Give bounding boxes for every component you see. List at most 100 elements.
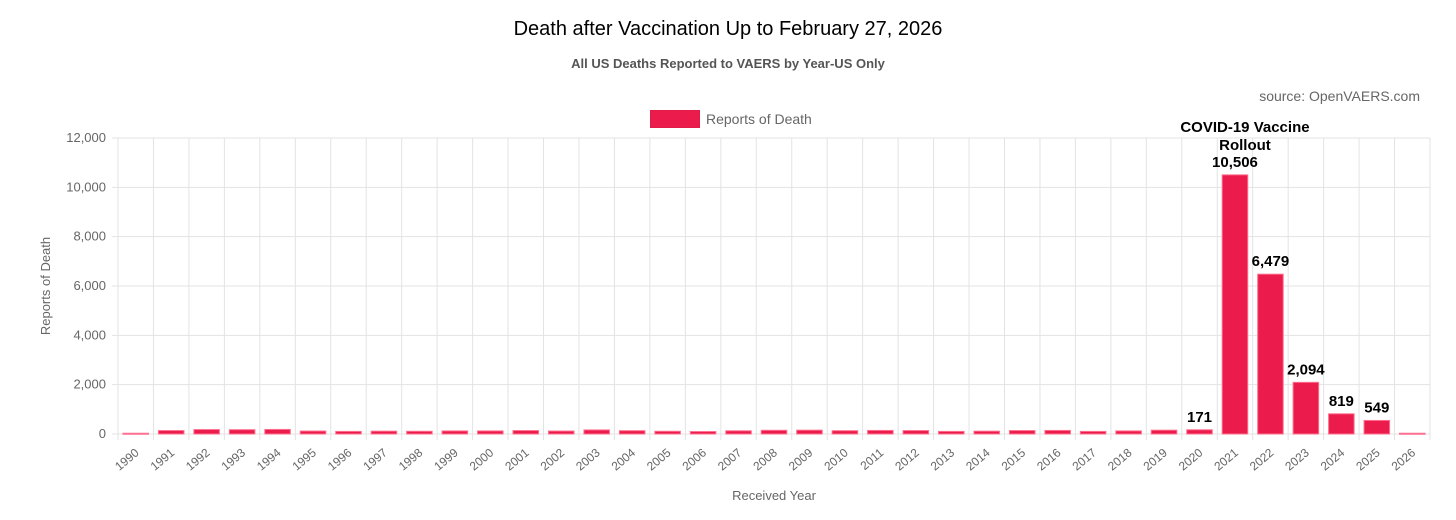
bar-1996[interactable] xyxy=(335,430,362,435)
x-tick-label: 1991 xyxy=(148,445,178,473)
y-tick-label: 2,000 xyxy=(73,377,106,392)
bar-2003[interactable] xyxy=(583,429,610,435)
bar-2020[interactable] xyxy=(1186,429,1213,435)
x-tick-label: 2017 xyxy=(1070,445,1100,473)
x-tick-label: 2022 xyxy=(1247,445,1277,473)
bar-1990[interactable] xyxy=(122,432,149,435)
bar-2013[interactable] xyxy=(938,430,965,435)
x-tick-label: 2001 xyxy=(502,445,532,473)
bar-1998[interactable] xyxy=(406,430,433,435)
bar-2018[interactable] xyxy=(1115,430,1142,435)
x-tick-label: 2025 xyxy=(1353,445,1383,473)
x-tick-label: 2023 xyxy=(1282,445,1312,473)
bar-2001[interactable] xyxy=(512,430,540,435)
bar-2009[interactable] xyxy=(796,429,823,435)
x-tick-label: 2012 xyxy=(892,445,922,473)
x-tick-label: 2006 xyxy=(680,445,710,473)
x-tick-label: 2015 xyxy=(999,445,1029,473)
x-tick-label: 2002 xyxy=(538,445,568,473)
x-tick-label: 2009 xyxy=(786,445,816,473)
x-tick-label: 2011 xyxy=(858,445,887,473)
x-tick-label: 2007 xyxy=(715,445,745,473)
source-credit: source: OpenVAERS.com xyxy=(1259,88,1420,104)
bar-2006[interactable] xyxy=(689,431,717,435)
x-tick-label: 2024 xyxy=(1318,445,1348,473)
bar-2024[interactable] xyxy=(1328,413,1355,435)
chart-subtitle: All US Deaths Reported to VAERS by Year-… xyxy=(571,56,885,71)
x-tick-label: 1994 xyxy=(254,445,284,473)
legend-swatch xyxy=(650,110,700,128)
data-label-2020: 171 xyxy=(1187,409,1212,426)
bar-1991[interactable] xyxy=(157,430,185,435)
x-tick-label: 2021 xyxy=(1211,445,1241,473)
bar-2005[interactable] xyxy=(654,430,681,435)
bar-2016[interactable] xyxy=(1044,429,1071,435)
y-tick-label: 4,000 xyxy=(73,327,106,342)
x-tick-label: 2016 xyxy=(1034,445,1064,473)
bar-1992[interactable] xyxy=(193,429,220,435)
bar-2015[interactable] xyxy=(1008,430,1036,435)
data-label-2025: 549 xyxy=(1364,399,1389,416)
bar-2023[interactable] xyxy=(1292,381,1320,435)
x-tick-label: 1995 xyxy=(290,445,320,473)
bar-2002[interactable] xyxy=(547,430,575,435)
x-tick-label: 1998 xyxy=(396,445,426,473)
bar-2007[interactable] xyxy=(725,430,752,435)
x-tick-label: 1997 xyxy=(360,445,390,473)
x-tick-label: 2004 xyxy=(609,445,639,473)
annotation-line: COVID-19 Vaccine xyxy=(1180,119,1309,136)
x-tick-label: 2005 xyxy=(644,445,674,473)
bar-1994[interactable] xyxy=(264,428,291,435)
chart-title: Death after Vaccination Up to February 2… xyxy=(513,18,943,40)
legend-label: Reports of Death xyxy=(706,111,812,127)
x-axis-ticks: 1990 1991 1992 1993 1994 1995 1996 1997 1998 1999… xyxy=(112,445,1418,473)
bar-1997[interactable] xyxy=(370,430,398,435)
x-axis-title: Received Year xyxy=(732,488,817,503)
y-axis-title: Reports of Death xyxy=(38,237,53,335)
x-tick-label: 2018 xyxy=(1105,445,1135,473)
data-label-2021: 10,506 xyxy=(1212,154,1258,171)
x-tick-label: 1992 xyxy=(183,445,213,473)
x-tick-label: 1990 xyxy=(112,445,142,473)
bar-2010[interactable] xyxy=(831,430,859,435)
x-tick-label: 1996 xyxy=(325,445,355,473)
annotation-line: Rollout xyxy=(1219,137,1271,154)
bar-2019[interactable] xyxy=(1150,429,1178,435)
x-tick-label: 1993 xyxy=(219,445,249,473)
y-tick-label: 12,000 xyxy=(66,130,106,145)
bar-2011[interactable] xyxy=(867,429,894,435)
bar-2014[interactable] xyxy=(973,430,1001,435)
x-tick-label: 2008 xyxy=(750,445,780,473)
bar-1999[interactable] xyxy=(441,430,469,435)
bar-2021[interactable] xyxy=(1221,174,1249,435)
x-tick-label: 2013 xyxy=(928,445,958,473)
chart-legend[interactable]: Reports of Death xyxy=(650,110,812,128)
bar-2026[interactable] xyxy=(1399,432,1426,435)
bar-2025[interactable] xyxy=(1363,419,1391,435)
bar-2008[interactable] xyxy=(760,429,788,435)
x-tick-label: 1999 xyxy=(431,445,461,473)
x-tick-label: 2000 xyxy=(467,445,497,473)
x-tick-label: 2019 xyxy=(1141,445,1171,473)
y-tick-label: 0 xyxy=(99,426,106,441)
bar-2012[interactable] xyxy=(902,430,930,435)
data-label-2024: 819 xyxy=(1329,393,1354,410)
bar-2004[interactable] xyxy=(618,430,646,435)
x-tick-label: 2020 xyxy=(1176,445,1206,473)
data-label-2022: 6,479 xyxy=(1252,253,1290,270)
bar-1995[interactable] xyxy=(299,430,327,435)
y-axis-ticks: 0 2,000 4,000 6,000 8,000 10,000 12,000 xyxy=(66,130,106,441)
x-tick-label: 2026 xyxy=(1389,445,1419,473)
y-tick-label: 8,000 xyxy=(73,229,106,244)
x-tick-label: 2003 xyxy=(573,445,603,473)
x-tick-label: 2014 xyxy=(963,445,993,473)
bar-2017[interactable] xyxy=(1079,430,1107,435)
data-label-2023: 2,094 xyxy=(1287,361,1325,378)
x-tick-label: 2010 xyxy=(821,445,851,473)
bar-1993[interactable] xyxy=(228,429,256,435)
y-tick-label: 6,000 xyxy=(73,278,106,293)
bar-2000[interactable] xyxy=(477,430,504,435)
bar-2022[interactable] xyxy=(1257,273,1284,435)
